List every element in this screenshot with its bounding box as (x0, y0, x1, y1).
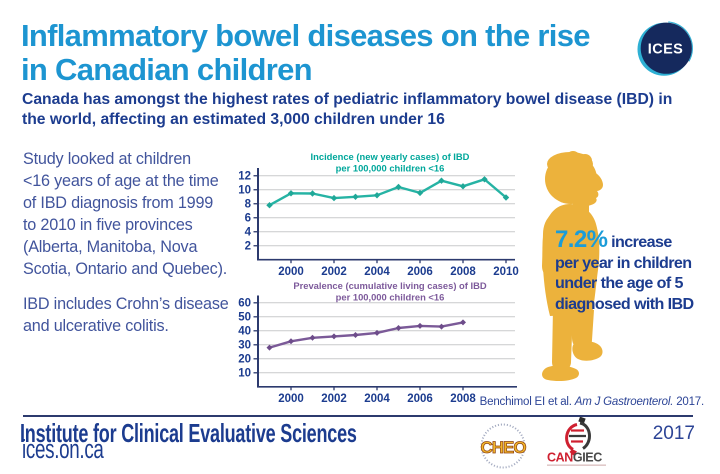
svg-text:2010: 2010 (493, 266, 519, 278)
svg-text:2000: 2000 (278, 393, 304, 405)
svg-text:40: 40 (238, 326, 251, 338)
svg-text:ICES: ICES (648, 42, 683, 58)
svg-text:8: 8 (245, 199, 252, 211)
svg-text:Incidence (new yearly cases) o: Incidence (new yearly cases) of IBD (311, 151, 470, 162)
svg-text:10: 10 (238, 185, 251, 197)
svg-text:2006: 2006 (407, 393, 433, 405)
svg-text:2004: 2004 (364, 266, 390, 278)
svg-text:2: 2 (245, 241, 251, 253)
svg-text:20: 20 (238, 354, 251, 366)
svg-text:2008: 2008 (450, 393, 476, 405)
svg-text:6: 6 (245, 213, 251, 225)
svg-text:Prevalence (cumulative living: Prevalence (cumulative living cases) of … (293, 280, 487, 291)
svg-text:4: 4 (245, 227, 252, 239)
svg-text:CANGIEC: CANGIEC (547, 451, 602, 465)
svg-text:2006: 2006 (407, 266, 433, 278)
svg-text:per 100,000 children <16: per 100,000 children <16 (336, 163, 445, 174)
svg-text:per 100,000 children <16: per 100,000 children <16 (336, 292, 445, 303)
svg-text:50: 50 (238, 312, 251, 324)
svg-text:2008: 2008 (450, 266, 476, 278)
svg-text:60: 60 (238, 298, 251, 310)
svg-text:2004: 2004 (364, 393, 390, 405)
svg-text:2000: 2000 (278, 266, 304, 278)
svg-text:2002: 2002 (321, 266, 347, 278)
svg-text:30: 30 (238, 340, 251, 352)
svg-text:CHEO: CHEO (480, 438, 526, 457)
svg-text:2002: 2002 (321, 393, 347, 405)
svg-text:10: 10 (238, 368, 251, 380)
svg-text:12: 12 (238, 171, 251, 183)
